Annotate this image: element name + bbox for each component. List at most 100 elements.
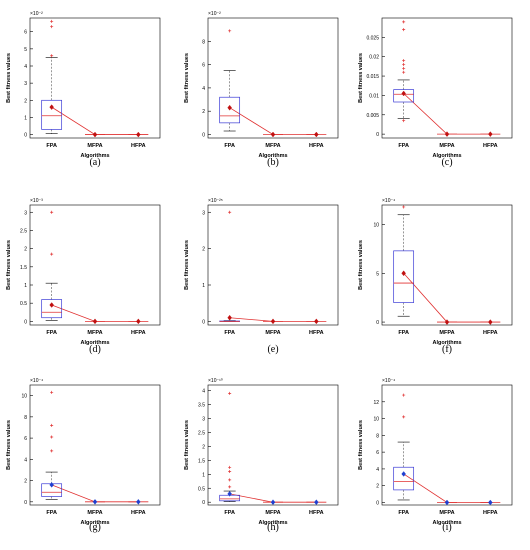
y-tick-label: 0.025 bbox=[366, 35, 379, 41]
y-tick-label: 12 bbox=[373, 400, 379, 406]
mean-marker bbox=[92, 498, 98, 505]
y-tick-label: 6 bbox=[24, 30, 27, 36]
x-tick-label: MFPA bbox=[87, 330, 102, 336]
chart-panel: 0 1 2 3 4 5 6 ×10⁻² Best fitness values FPA MFPA HF… bbox=[6, 11, 161, 168]
y-tick-label: 6 bbox=[24, 436, 27, 442]
y-tick-label: 2 bbox=[376, 484, 379, 490]
outlier-point bbox=[402, 393, 406, 397]
mean-marker bbox=[444, 499, 450, 506]
y-tick-label: 1 bbox=[24, 283, 27, 289]
y-tick-label: 6 bbox=[376, 450, 379, 456]
box bbox=[41, 99, 63, 130]
y-exponent-label: ×10⁻¹⁰ bbox=[208, 378, 223, 384]
y-exponent-label: ×10⁻⁴ bbox=[382, 198, 395, 204]
x-tick-label: FPA bbox=[46, 330, 57, 336]
mean-marker bbox=[49, 482, 54, 488]
y-tick-label: 1.5 bbox=[20, 265, 27, 271]
outlier-point bbox=[228, 210, 232, 214]
outlier-point bbox=[228, 465, 232, 469]
y-tick-label: 6 bbox=[202, 63, 205, 69]
x-tick-label: MFPA bbox=[439, 143, 454, 149]
mean-marker bbox=[401, 90, 406, 97]
chart-panel: 0 5 10 ×10⁻⁴ Best fitness values FPA MFPA HFPA A… bbox=[358, 198, 513, 355]
box bbox=[41, 299, 63, 319]
mean-marker bbox=[227, 104, 232, 111]
y-tick-label: 0.01 bbox=[369, 93, 379, 99]
y-tick-label: 2 bbox=[24, 247, 27, 253]
x-tick-label: HFPA bbox=[131, 510, 146, 516]
chart-panel: 0 1 2 3×10⁻²⁵ Best fitness values FPA MFPA HFPA… bbox=[184, 198, 339, 355]
y-axis-label: Best fitness values bbox=[358, 420, 364, 470]
x-tick-label: HFPA bbox=[309, 143, 324, 149]
outlier-point bbox=[402, 20, 406, 24]
y-tick-label: 3 bbox=[24, 210, 27, 216]
y-tick-label: 10 bbox=[373, 223, 379, 229]
x-tick-label: FPA bbox=[224, 143, 235, 149]
box bbox=[393, 250, 415, 303]
mean-marker bbox=[136, 498, 141, 505]
outlier-point bbox=[50, 210, 54, 214]
y-tick-label: 4 bbox=[202, 389, 205, 395]
y-axis-label: Best fitness values bbox=[184, 53, 190, 103]
mean-marker bbox=[49, 104, 54, 110]
y-tick-label: 0 bbox=[202, 500, 205, 506]
x-tick-label: MFPA bbox=[87, 143, 102, 149]
outlier-point bbox=[228, 478, 232, 482]
y-tick-label: 3 bbox=[202, 416, 205, 422]
panel-label: (h) bbox=[267, 522, 279, 533]
y-tick-label: 3.5 bbox=[198, 403, 205, 409]
outlier-point bbox=[402, 59, 406, 63]
y-exponent-label: ×10⁻²⁵ bbox=[208, 198, 223, 204]
mean-marker bbox=[314, 318, 319, 325]
mean-marker bbox=[488, 131, 493, 137]
y-tick-label: 0 bbox=[376, 320, 379, 326]
x-tick-label: HFPA bbox=[131, 143, 146, 149]
outlier-point bbox=[402, 70, 406, 74]
box bbox=[393, 89, 415, 103]
plot-frame bbox=[207, 384, 339, 506]
x-axis-label: Algorithms bbox=[432, 520, 461, 526]
x-tick-label: FPA bbox=[224, 330, 235, 336]
outlier-point bbox=[228, 29, 232, 33]
mean-marker bbox=[92, 318, 98, 325]
x-tick-label: HFPA bbox=[483, 330, 498, 336]
panel-label: (f) bbox=[442, 344, 452, 355]
x-axis-label: Algorithms bbox=[80, 340, 109, 346]
panel-label: (c) bbox=[441, 157, 452, 168]
outlier-point bbox=[50, 19, 54, 23]
y-exponent-label: ×10⁻⁴ bbox=[382, 378, 395, 384]
box bbox=[219, 96, 241, 124]
y-axis-label: Best fitness values bbox=[6, 240, 12, 290]
mean-line bbox=[403, 473, 491, 503]
y-tick-label: 1 bbox=[202, 472, 205, 478]
outlier-point bbox=[228, 391, 232, 395]
y-tick-label: 4 bbox=[202, 86, 205, 92]
outlier-point bbox=[228, 485, 232, 489]
x-tick-label: FPA bbox=[398, 143, 409, 149]
x-tick-label: MFPA bbox=[87, 510, 102, 516]
mean-line bbox=[51, 106, 139, 135]
x-tick-label: MFPA bbox=[265, 330, 280, 336]
y-tick-label: 2 bbox=[202, 444, 205, 450]
mean-marker bbox=[270, 131, 276, 138]
x-tick-label: HFPA bbox=[309, 510, 324, 516]
y-tick-label: 0.02 bbox=[369, 55, 379, 61]
x-axis-label: Algorithms bbox=[432, 153, 461, 159]
plot-frame bbox=[29, 17, 161, 139]
mean-marker bbox=[314, 499, 319, 506]
y-tick-label: 3 bbox=[24, 81, 27, 87]
y-tick-label: 1 bbox=[24, 115, 27, 121]
y-axis-label: Best fitness values bbox=[358, 240, 364, 290]
mean-marker bbox=[49, 302, 54, 308]
x-tick-label: MFPA bbox=[439, 330, 454, 336]
y-tick-label: 0 bbox=[202, 319, 205, 325]
y-tick-label: 2.5 bbox=[20, 228, 27, 234]
mean-marker bbox=[136, 318, 141, 325]
plot-frame bbox=[29, 384, 161, 506]
mean-marker bbox=[444, 131, 450, 137]
plot-frame bbox=[381, 384, 513, 506]
outlier-point bbox=[50, 252, 54, 256]
chart-panel: 0 0.005 0.01 0.015 0.02 0.025 Best fitness val… bbox=[358, 17, 513, 168]
x-tick-label: MFPA bbox=[265, 143, 280, 149]
outlier-point bbox=[50, 390, 54, 394]
